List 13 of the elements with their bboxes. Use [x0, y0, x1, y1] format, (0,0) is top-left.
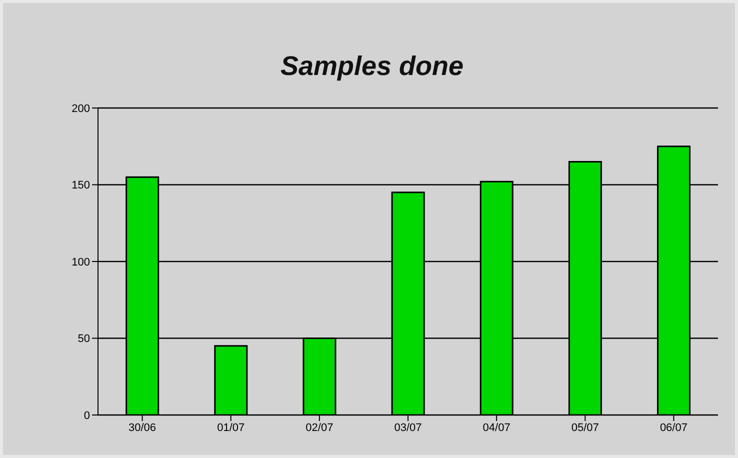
y-tick-label: 200: [72, 102, 90, 115]
x-tick-label: 05/07: [571, 422, 599, 434]
y-tick-label: 150: [72, 180, 90, 192]
y-tick-label: 0: [84, 410, 90, 422]
x-tick-label: 03/07: [394, 422, 422, 434]
y-tick-label: 50: [78, 333, 90, 346]
x-tick-label: 06/07: [660, 422, 688, 434]
chart-title: Samples done: [279, 51, 465, 82]
x-tick-label: 04/07: [482, 422, 510, 434]
y-tick-label: 100: [72, 256, 90, 268]
x-tick-label: 02/07: [306, 422, 334, 434]
x-tick-label: 30/06: [128, 422, 156, 434]
x-tick-label: 01/07: [217, 422, 245, 434]
